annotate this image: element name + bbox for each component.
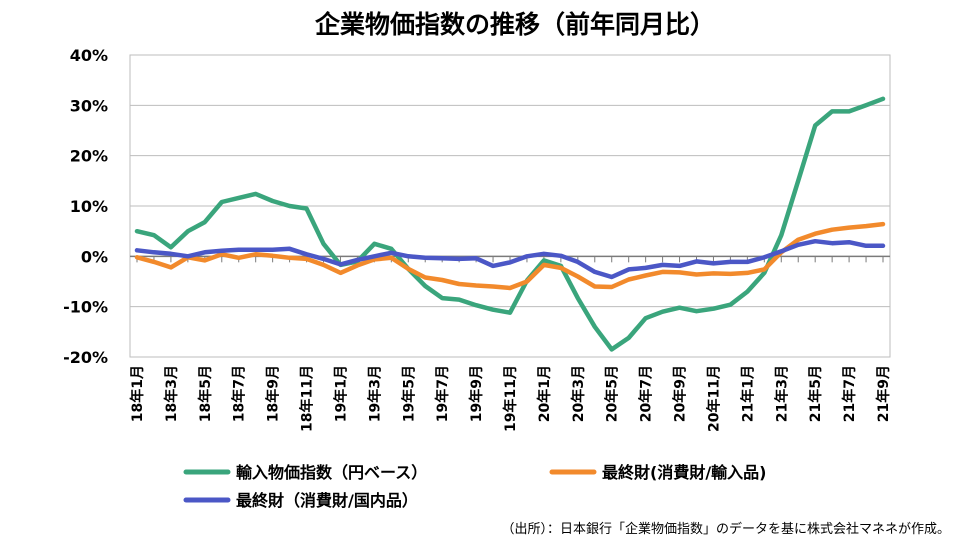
x-tick-label: 19年9月 (468, 365, 485, 422)
y-tick-label: 20% (70, 147, 108, 166)
x-tick-label: 21年9月 (875, 365, 892, 422)
x-tick-label: 21年5月 (807, 365, 824, 422)
chart-title: 企業物価指数の推移（前年同月比） (315, 10, 715, 39)
x-tick-label: 21年7月 (841, 365, 858, 422)
x-tick-label: 18年3月 (163, 365, 180, 422)
series-line-0 (134, 96, 886, 352)
x-tick-label: 19年11月 (502, 365, 519, 432)
x-tick-label: 19年7月 (434, 365, 451, 422)
x-tick-label: 21年3月 (773, 365, 790, 422)
x-axis-ticks: 18年1月 18年3月 18年5月 18年7月 18年9月 18年11月 19年1月 19年3… (129, 365, 892, 432)
legend-label-0: 輸入物価指数（円ベース） (236, 463, 427, 482)
y-tick-label: 10% (70, 197, 108, 216)
x-tick-label: 18年9月 (265, 365, 282, 422)
y-tick-label: 30% (70, 96, 108, 115)
legend-label-1: 最終財(消費財/輸入品) (602, 463, 766, 482)
x-tick-label: 20年3月 (570, 365, 587, 422)
x-tick-label: 18年7月 (231, 365, 248, 422)
legend-label-2: 最終財（消費財/国内品） (236, 491, 418, 510)
y-tick-label: 0% (81, 247, 108, 266)
x-tick-label: 18年1月 (129, 365, 146, 422)
source-note: （出所）：日本銀行「企業物価指数」のデータを基に株式会社マネネが作成。 (501, 521, 950, 537)
x-tick-label: 20年5月 (604, 365, 621, 422)
x-tick-label: 20年1月 (536, 365, 553, 422)
x-tick-label: 19年5月 (400, 365, 417, 422)
series-line-2 (134, 238, 886, 280)
legend: 輸入物価指数（円ベース） 最終財(消費財/輸入品) 最終財（消費財/国内品） (183, 463, 766, 510)
y-axis-ticks: 40% 30% 20% 10% 0% -10% -20% (63, 46, 108, 367)
series-lines (134, 96, 886, 352)
y-tick-label: -20% (63, 348, 108, 367)
x-tick-label: 21年1月 (739, 365, 756, 422)
x-tick-label: 20年7月 (638, 365, 655, 422)
x-tick-label: 20年11月 (705, 365, 722, 432)
y-tick-label: 40% (70, 46, 108, 65)
x-tick-label: 18年11月 (299, 365, 316, 432)
series-line-1 (134, 221, 886, 291)
x-tick-label: 19年3月 (366, 365, 383, 422)
x-tick-label: 20年9月 (672, 365, 689, 422)
x-tick-label: 18年5月 (197, 365, 214, 422)
x-tick-label: 19年1月 (332, 365, 349, 422)
y-tick-label: -10% (63, 298, 108, 317)
